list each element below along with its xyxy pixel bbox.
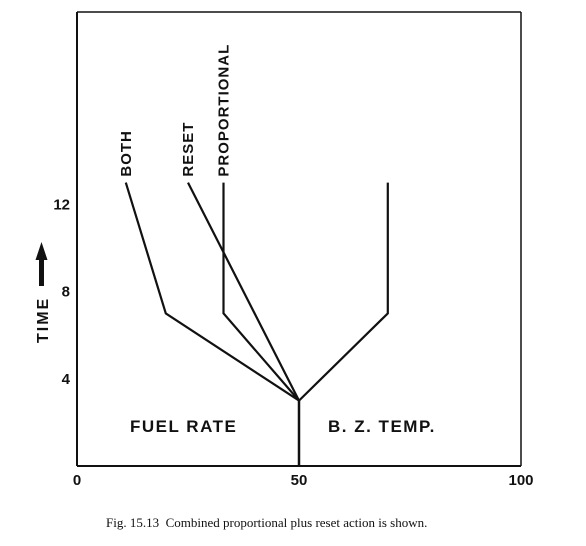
- tick-labels: 0 50 100 4 8 12: [53, 196, 533, 489]
- region-labels: FUEL RATE B. Z. TEMP.: [130, 417, 436, 436]
- series-label-both: BOTH: [118, 130, 135, 177]
- region-label: B. Z. TEMP.: [328, 417, 436, 436]
- chart-axes: [76, 11, 522, 467]
- x-tick-label: 0: [73, 472, 81, 489]
- figure-caption: Fig. 15.13 Combined proportional plus re…: [106, 515, 428, 530]
- x-tick-label: 50: [291, 472, 308, 489]
- y-tick-label: 12: [53, 196, 70, 213]
- series-labels: BOTH RESET PROPORTIONAL: [118, 44, 233, 177]
- up-arrow-icon: [35, 242, 48, 260]
- x-tick-label: 100: [508, 472, 533, 489]
- y-tick-label: 8: [62, 284, 70, 301]
- region-label: FUEL RATE: [130, 417, 237, 436]
- series-label-proportional: PROPORTIONAL: [216, 44, 233, 177]
- series-line-proportional: [222, 182, 301, 466]
- y-tick-label: 4: [62, 371, 71, 388]
- up-arrow-shaft: [39, 258, 44, 286]
- series-label-reset: RESET: [180, 122, 197, 177]
- series-line-temperature: [298, 182, 389, 402]
- y-axis-title-group: TIME: [35, 242, 52, 343]
- series-lines: [124, 182, 389, 466]
- y-axis-title: TIME: [35, 297, 52, 343]
